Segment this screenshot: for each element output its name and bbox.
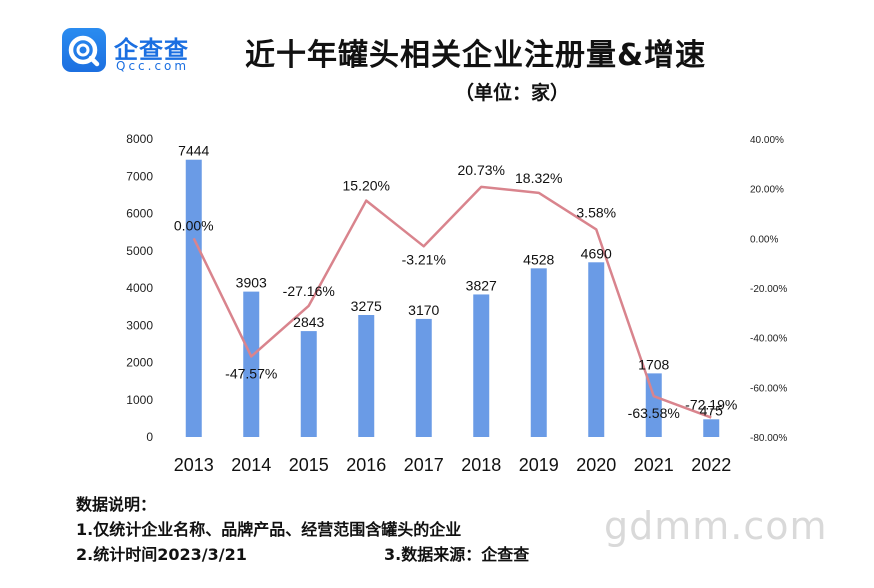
x-axis-tick-label: 2016 [346, 455, 386, 475]
right-axis-tick-label: -40.00% [750, 334, 787, 345]
right-axis-tick-label: -60.00% [750, 383, 787, 394]
x-axis-tick-label: 2014 [231, 455, 271, 475]
line-value-label: -63.58% [628, 405, 680, 421]
bar-value-label: 4528 [523, 251, 554, 267]
line-value-label: -47.57% [225, 365, 277, 381]
chart-title: 近十年罐头相关企业注册量&增速 [245, 38, 707, 73]
line-value-label: -3.21% [402, 251, 446, 267]
left-axis-tick-label: 5000 [126, 244, 153, 258]
line-value-label: 18.32% [515, 170, 562, 186]
bar-value-label: 3827 [466, 277, 497, 293]
notes-line-3: 3.数据来源：企查查 [384, 545, 530, 564]
right-axis-tick-label: 40.00% [750, 135, 784, 146]
right-axis-tick-label: -20.00% [750, 284, 787, 295]
bar [358, 315, 375, 437]
left-axis-tick-label: 4000 [126, 281, 153, 295]
bar-value-label: 4690 [581, 245, 612, 261]
bar-value-label: 1708 [638, 356, 669, 372]
left-axis-tick-label: 8000 [126, 132, 153, 146]
notes-line-2: 2.统计时间2023/3/21 [76, 545, 247, 564]
bar-value-label: 3275 [351, 298, 382, 314]
bar [645, 373, 662, 437]
brand-domain: Qcc.com [116, 59, 190, 73]
bar [243, 291, 260, 437]
x-axis-tick-label: 2019 [519, 455, 559, 475]
chart-subtitle: （单位：家） [455, 82, 570, 104]
brand-name: 企查查 [114, 36, 189, 64]
left-axis-tick-label: 7000 [126, 169, 153, 183]
brand-logo: 企查查 Qcc.com [62, 28, 222, 78]
right-axis-tick-label: -80.00% [750, 433, 787, 444]
right-axis-tick-label: 20.00% [750, 185, 784, 196]
bar-value-label: 7444 [178, 143, 209, 159]
bar [473, 294, 490, 437]
line-value-label: -27.16% [283, 283, 335, 299]
line-value-label: 0.00% [174, 217, 214, 233]
bar-value-label: 3903 [236, 275, 267, 291]
left-axis-tick-label: 1000 [126, 393, 153, 407]
right-axis-tick-label: 0.00% [750, 234, 778, 245]
bar-value-label: 475 [700, 402, 724, 418]
bar-value-label: 3170 [408, 302, 439, 318]
x-axis-tick-label: 2018 [461, 455, 501, 475]
bar [703, 419, 720, 437]
x-axis-tick-label: 2020 [576, 455, 616, 475]
bar [530, 268, 547, 437]
bar-value-label: 2843 [293, 314, 324, 330]
bar [185, 159, 202, 437]
line-value-label: 15.20% [343, 178, 390, 194]
x-axis-tick-label: 2021 [634, 455, 674, 475]
left-axis-tick-label: 0 [146, 430, 153, 444]
left-axis-tick-label: 3000 [126, 318, 153, 332]
x-axis-tick-label: 2017 [404, 455, 444, 475]
x-axis-tick-label: 2013 [174, 455, 214, 475]
bar [588, 262, 605, 437]
bar [415, 318, 432, 437]
bar [300, 331, 317, 437]
notes-heading: 数据说明： [76, 495, 157, 514]
line-value-label: -72.19% [685, 397, 737, 413]
left-axis-tick-label: 6000 [126, 207, 153, 221]
growth-line [192, 185, 712, 419]
line-value-label: 3.58% [576, 204, 616, 220]
brand-logo-icon [62, 28, 106, 72]
data-notes: 数据说明： 1.仅统计企业名称、品牌产品、经营范围含罐头的企业 2.统计时间20… [76, 492, 529, 567]
x-axis-tick-label: 2022 [691, 455, 731, 475]
watermark: gdmm.com [604, 504, 828, 548]
line-value-label: 20.73% [458, 162, 505, 178]
x-axis-tick-label: 2015 [289, 455, 329, 475]
left-axis-tick-label: 2000 [126, 356, 153, 370]
notes-line-1: 1.仅统计企业名称、品牌产品、经营范围含罐头的企业 [76, 520, 462, 539]
